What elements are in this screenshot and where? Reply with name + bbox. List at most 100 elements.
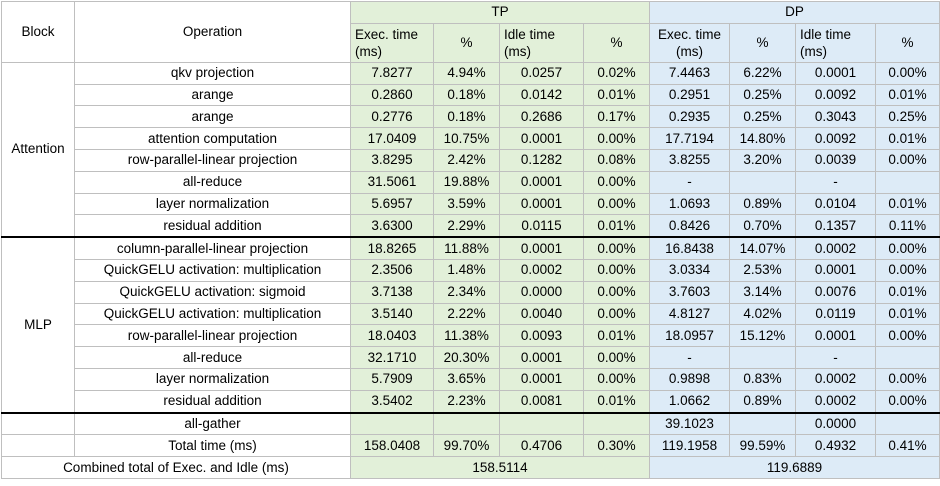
dp-idle-pct-cell: 0.01%: [875, 280, 940, 304]
operation-cell: row-parallel-linear projection: [74, 324, 351, 348]
tp-idle-cell: 0.0142: [499, 83, 584, 107]
dp-exec-cell: 1.0662: [649, 389, 731, 414]
tp-exec-pct-cell: 11.88%: [433, 236, 500, 260]
dp-exec-pct-cell: 3.14%: [729, 280, 797, 304]
total-row: Total time (ms) 158.0408 99.70% 0.4706 0.30%…: [1, 434, 940, 458]
tp-idle-header: Idle time (ms): [499, 22, 584, 63]
dp-exec-pct-cell: 99.59%: [729, 434, 797, 458]
dp-exec-pct-cell: 15.12%: [729, 324, 797, 348]
tp-idle-cell: 0.0081: [499, 389, 584, 414]
combined-dp-value: 119.6889: [649, 456, 940, 479]
dp-exec-cell: 3.0334: [649, 258, 731, 282]
dp-exec-pct-cell: 6.22%: [729, 61, 797, 85]
dp-exec-cell: 4.8127: [649, 302, 731, 326]
block-label-mlp: MLP: [1, 236, 75, 414]
combined-tp-value: 158.5114: [349, 456, 651, 479]
dp-idle-cell: -: [795, 346, 877, 369]
tp-idle-cell: 0.0040: [499, 302, 584, 326]
operation-cell: residual addition: [74, 389, 351, 414]
table-row: row-parallel-linear projection 18.0403 11.…: [2, 324, 940, 348]
tp-exec-pct-cell: 2.23%: [433, 389, 500, 414]
block-cell: [1, 434, 75, 458]
operation-header: Operation: [74, 1, 351, 63]
dp-idle-cell: 0.0076: [795, 280, 877, 304]
tp-exec-cell: 3.5140: [350, 302, 434, 326]
dp-idle-cell: 0.0001: [795, 324, 877, 348]
tp-idle-pct-cell: 0.00%: [582, 127, 651, 150]
dp-exec-pct-cell: 0.89%: [729, 389, 797, 414]
tp-idle-pct-cell: 0.01%: [582, 214, 651, 238]
table-row: attention computation 17.0409 10.75% 0.0001…: [2, 127, 940, 150]
tp-idle-cell: 0.0001: [499, 236, 584, 260]
all-gather-row: all-gather 39.1023 0.0000: [1, 411, 940, 436]
dp-idle-pct-cell: 0.00%: [875, 61, 940, 85]
tp-idle-pct-cell: 0.01%: [582, 389, 651, 414]
tp-idle-cell: 0.0001: [499, 170, 584, 194]
operation-cell: arange: [74, 105, 351, 129]
dp-exec-cell: -: [649, 346, 731, 369]
tp-idle-cell: 0.0257: [499, 61, 584, 85]
operation-cell: arange: [74, 83, 351, 107]
dp-exec-pct-cell: 2.53%: [729, 258, 797, 282]
table-row: arange 0.2860 0.18% 0.0142 0.01% 0.2951 0.25% 0…: [2, 83, 940, 107]
operation-cell: all-reduce: [74, 170, 351, 194]
tp-exec-cell: 0.2776: [350, 105, 434, 129]
table-row: MLP column-parallel-linear projection 18.8…: [1, 236, 940, 414]
tp-exec-pct-header: %: [433, 22, 500, 63]
dp-exec-pct-cell: [729, 411, 797, 436]
table-row: QuickGELU activation: sigmoid 3.7138 2.34%…: [2, 280, 940, 304]
dp-idle-pct-cell: 0.00%: [875, 236, 940, 260]
header-row-2: Exec. time (ms) % Idle time (ms) % Exec.…: [2, 22, 940, 63]
dp-idle-pct-cell: [875, 346, 940, 369]
operation-cell: QuickGELU activation: multiplication: [74, 302, 351, 326]
tp-exec-cell: 3.8295: [350, 148, 434, 172]
dp-idle-cell: 0.0104: [795, 192, 877, 216]
dp-idle-pct-cell: 0.00%: [875, 367, 940, 391]
dp-idle-cell: 0.0000: [795, 411, 877, 436]
header-row-1: Block Operation TP DP: [1, 1, 940, 63]
tp-exec-cell: 3.7138: [350, 280, 434, 304]
dp-exec-pct-cell: 0.25%: [729, 105, 797, 129]
dp-idle-pct-cell: 0.01%: [875, 127, 940, 150]
tp-exec-cell: 158.0408: [350, 434, 434, 458]
table-row: layer normalization 5.6957 3.59% 0.0001 0.00…: [2, 192, 940, 216]
dp-idle-pct-cell: 0.00%: [875, 258, 940, 282]
tp-exec-cell: 0.2860: [350, 83, 434, 107]
dp-exec-cell: 7.4463: [649, 61, 731, 85]
dp-idle-pct-cell: 0.01%: [875, 192, 940, 216]
tp-exec-pct-cell: 4.94%: [433, 61, 500, 85]
operation-cell: layer normalization: [74, 367, 351, 391]
tp-idle-cell: 0.0115: [499, 214, 584, 238]
operation-cell: attention computation: [74, 127, 351, 150]
dp-idle-cell: 0.0002: [795, 367, 877, 391]
dp-idle-pct-header: %: [875, 22, 940, 63]
tp-exec-cell: 3.5402: [350, 389, 434, 414]
tp-idle-pct-cell: 0.00%: [582, 170, 651, 194]
tp-idle-pct-cell: [582, 411, 651, 436]
tp-exec-header: Exec. time (ms): [350, 22, 434, 63]
dp-exec-cell: 0.2935: [649, 105, 731, 129]
tp-idle-pct-cell: 0.00%: [582, 280, 651, 304]
table-row: QuickGELU activation: multiplication 2.35…: [2, 258, 940, 282]
tp-exec-pct-cell: 2.42%: [433, 148, 500, 172]
dp-exec-pct-cell: 0.70%: [729, 214, 797, 238]
tp-exec-cell: 18.0403: [350, 324, 434, 348]
tp-exec-pct-cell: 2.34%: [433, 280, 500, 304]
tp-exec-pct-cell: 0.18%: [433, 83, 500, 107]
tp-exec-pct-cell: 19.88%: [433, 170, 500, 194]
dp-exec-pct-cell: 14.07%: [729, 236, 797, 260]
dp-idle-pct-cell: 0.41%: [875, 434, 940, 458]
tp-idle-pct-cell: 0.30%: [582, 434, 651, 458]
tp-exec-pct-cell: [433, 411, 500, 436]
tp-idle-pct-cell: 0.00%: [582, 258, 651, 282]
dp-idle-cell: 0.0001: [795, 61, 877, 85]
tp-exec-pct-cell: 1.48%: [433, 258, 500, 282]
tp-idle-cell: 0.0001: [499, 127, 584, 150]
combined-label: Combined total of Exec. and Idle (ms): [1, 456, 351, 479]
block-header: Block: [1, 1, 75, 63]
operation-cell: layer normalization: [74, 192, 351, 216]
table-row: all-reduce 31.5061 19.88% 0.0001 0.00% - -: [2, 170, 940, 194]
combined-row: Combined total of Exec. and Idle (ms) 158…: [1, 456, 940, 479]
tp-idle-cell: 0.4706: [499, 434, 584, 458]
